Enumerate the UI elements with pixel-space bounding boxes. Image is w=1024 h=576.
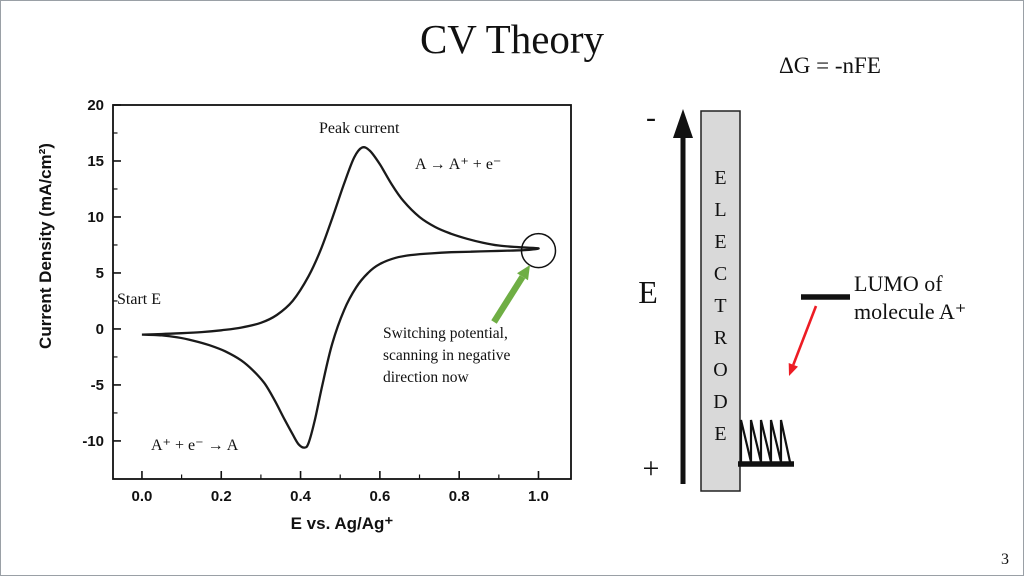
electrode-letter: E [714,167,726,189]
cv-curve-path [141,146,540,449]
y-tick-label: 0 [96,321,104,338]
annotation-oxidation-reaction: A → A⁺ + e⁻ [415,156,502,173]
electrode-letter: T [714,295,726,317]
negative-sign: - [646,101,656,134]
x-axis-label: E vs. Ag/Ag⁺ [291,514,394,533]
y-tick-label: 10 [87,209,104,226]
electrode-bar [700,110,741,492]
potential-axis-label: E [638,274,658,310]
x-tick-label: 0.2 [211,488,232,505]
y-axis-label: Current Density (mA/cm²) [36,143,55,349]
annotation-start-e: Start E [117,291,161,308]
electron-transfer-arrowhead-icon [788,363,798,376]
electrode-letter: E [714,231,726,253]
electrode-letter: C [714,263,727,285]
plot-frame [112,104,572,480]
annotation-switching-potential: Switching potential, scanning in negativ… [383,325,511,386]
y-tick-label: 5 [96,265,104,282]
annotation-reduction-reaction: A⁺ + e⁻ → A [151,437,239,454]
y-tick-label: 15 [87,153,104,170]
positive-sign: + [643,452,660,485]
x-tick-label: 0.8 [449,488,470,505]
gibbs-free-energy-equation: ΔG = -nFE [779,53,881,78]
axis-ticks: 0.0 0.2 0.4 0.6 0.8 1.0 -10 -5 0 5 10 15 20 [82,97,549,505]
plot-annotation-shapes [491,232,557,324]
slide-title: CV Theory [419,16,605,62]
cv-plot-svg: 0.0 0.2 0.4 0.6 0.8 1.0 -10 -5 0 5 10 15 20 E vs. Ag… [36,97,572,533]
cv-curve-group [141,146,540,449]
green-arrow-shaft [491,275,526,324]
x-tick-label: 0.4 [290,488,312,505]
cv-chart: 0.0 0.2 0.4 0.6 0.8 1.0 -10 -5 0 5 10 15 20 E vs. Ag… [31,89,601,567]
electrode-letter: L [714,199,726,221]
x-tick-label: 1.0 [528,488,549,505]
switching-potential-circle [520,232,557,269]
y-tick-label: -5 [91,377,104,394]
x-tick-label: 0.6 [369,488,390,505]
y-tick-label: 20 [87,97,104,114]
filled-electron-states-icon [739,419,792,463]
electrode-letter: D [713,391,727,413]
lumo-label: LUMO of molecule A⁺ [854,271,967,325]
electrode-letter: O [713,359,727,381]
y-tick-label: -10 [82,433,104,450]
annotation-peak-current: Peak current [319,120,400,137]
x-tick-label: 0.0 [132,488,153,505]
green-arrowhead-icon [517,265,530,281]
electrode-letter: E [714,423,726,445]
potential-axis-arrowhead-icon [673,109,693,138]
page-number: 3 [1001,551,1009,568]
electron-transfer-arrow-shaft [792,305,818,366]
electrode-letter: R [714,327,728,349]
